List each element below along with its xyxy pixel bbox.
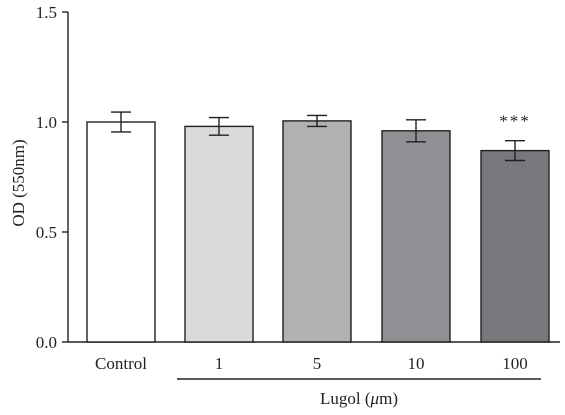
bar-10 <box>381 130 451 343</box>
y-axis-title: OD (550nm) <box>9 139 28 226</box>
group-label-text: Lugol ( <box>320 389 371 408</box>
x-tick-label: 100 <box>502 354 528 373</box>
bars <box>86 120 550 343</box>
group-label-unit-rest: m) <box>379 389 398 408</box>
bar-1 <box>184 125 254 343</box>
significance-marker: *** <box>499 112 531 131</box>
x-tick-label: 1 <box>215 354 224 373</box>
group-label: Lugol (μm) <box>320 389 398 408</box>
y-ticks: 0.0 0.5 1.0 1.5 <box>36 3 68 352</box>
x-tick-label: Control <box>95 354 147 373</box>
error-bar <box>307 114 327 128</box>
group-label-unit-symbol: μ <box>370 389 380 408</box>
x-tick-label: 5 <box>313 354 322 373</box>
bar-5 <box>282 120 352 343</box>
bar-control <box>86 121 156 343</box>
bar-100 <box>480 149 550 343</box>
annotations: *** <box>499 112 531 131</box>
y-tick-label: 1.0 <box>36 113 57 132</box>
x-tick-label: 10 <box>408 354 425 373</box>
y-tick-label: 0.5 <box>36 223 57 242</box>
error-bar <box>406 119 426 143</box>
error-bar <box>505 139 525 162</box>
x-tick-labels: Control 1 5 10 100 <box>95 354 528 373</box>
group-bracket: Lugol (μm) <box>177 378 541 408</box>
error-bars <box>111 111 525 162</box>
error-bar <box>209 116 229 136</box>
y-tick-label: 0.0 <box>36 333 57 352</box>
y-tick-label: 1.5 <box>36 3 57 22</box>
error-bar <box>111 111 131 133</box>
